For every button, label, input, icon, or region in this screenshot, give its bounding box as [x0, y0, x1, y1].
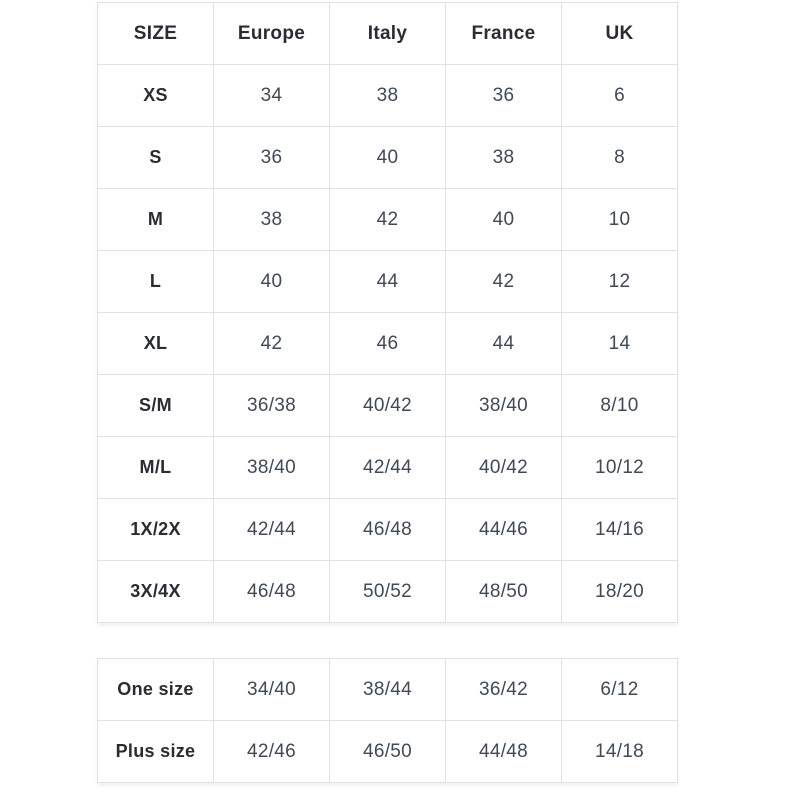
size-value-cell: 10/12 [561, 436, 678, 499]
size-label-cell: Plus size [97, 720, 214, 783]
column-header-france: France [445, 2, 562, 65]
table-row: S 36 40 38 8 [97, 126, 678, 189]
column-header-italy: Italy [329, 2, 446, 65]
size-value-cell: 14 [561, 312, 678, 375]
size-value-cell: 36 [445, 64, 562, 127]
size-value-cell: 12 [561, 250, 678, 313]
special-sizes-table: One size 34/40 38/44 36/42 6/12 Plus size 42/4… [97, 658, 678, 783]
size-value-cell: 38/40 [213, 436, 330, 499]
size-value-cell: 34/40 [213, 658, 330, 721]
size-value-cell: 40 [213, 250, 330, 313]
size-value-cell: 42/44 [213, 498, 330, 561]
table-row: One size 34/40 38/44 36/42 6/12 [97, 658, 678, 721]
size-value-cell: 40/42 [329, 374, 446, 437]
size-value-cell: 46/48 [329, 498, 446, 561]
size-value-cell: 44 [329, 250, 446, 313]
size-label-cell: M [97, 188, 214, 251]
table-row: XS 34 38 36 6 [97, 64, 678, 127]
size-value-cell: 6 [561, 64, 678, 127]
size-value-cell: 40/42 [445, 436, 562, 499]
size-value-cell: 50/52 [329, 560, 446, 623]
table-row: 1X/2X 42/44 46/48 44/46 14/16 [97, 498, 678, 561]
table-row: Plus size 42/46 46/50 44/48 14/18 [97, 720, 678, 783]
header-row: SIZE Europe Italy France UK [97, 2, 678, 65]
size-value-cell: 36/38 [213, 374, 330, 437]
size-value-cell: 38 [329, 64, 446, 127]
size-value-cell: 38/40 [445, 374, 562, 437]
column-header-uk: UK [561, 2, 678, 65]
size-value-cell: 40 [445, 188, 562, 251]
size-value-cell: 14/18 [561, 720, 678, 783]
size-value-cell: 46 [329, 312, 446, 375]
size-label-cell: M/L [97, 436, 214, 499]
size-value-cell: 46/50 [329, 720, 446, 783]
size-value-cell: 38/44 [329, 658, 446, 721]
size-chart-page: SIZE Europe Italy France UK XS 34 38 36 6 S 36… [97, 2, 678, 783]
table-row: L 40 44 42 12 [97, 250, 678, 313]
size-value-cell: 44/48 [445, 720, 562, 783]
table-row: XL 42 46 44 14 [97, 312, 678, 375]
size-value-cell: 36 [213, 126, 330, 189]
size-value-cell: 18/20 [561, 560, 678, 623]
table-row: M/L 38/40 42/44 40/42 10/12 [97, 436, 678, 499]
size-value-cell: 34 [213, 64, 330, 127]
size-label-cell: 1X/2X [97, 498, 214, 561]
size-value-cell: 8 [561, 126, 678, 189]
size-label-cell: One size [97, 658, 214, 721]
size-value-cell: 42 [213, 312, 330, 375]
column-header-size: SIZE [97, 2, 214, 65]
size-value-cell: 6/12 [561, 658, 678, 721]
size-value-cell: 48/50 [445, 560, 562, 623]
size-value-cell: 42 [445, 250, 562, 313]
size-label-cell: S [97, 126, 214, 189]
size-value-cell: 38 [213, 188, 330, 251]
size-value-cell: 42/44 [329, 436, 446, 499]
size-label-cell: 3X/4X [97, 560, 214, 623]
table-row: 3X/4X 46/48 50/52 48/50 18/20 [97, 560, 678, 623]
size-value-cell: 10 [561, 188, 678, 251]
size-label-cell: XL [97, 312, 214, 375]
size-value-cell: 38 [445, 126, 562, 189]
size-value-cell: 8/10 [561, 374, 678, 437]
size-conversion-table: SIZE Europe Italy France UK XS 34 38 36 6 S 36… [97, 2, 678, 623]
size-value-cell: 44/46 [445, 498, 562, 561]
size-value-cell: 14/16 [561, 498, 678, 561]
size-value-cell: 40 [329, 126, 446, 189]
size-value-cell: 36/42 [445, 658, 562, 721]
size-label-cell: L [97, 250, 214, 313]
size-value-cell: 42 [329, 188, 446, 251]
column-header-europe: Europe [213, 2, 330, 65]
size-label-cell: XS [97, 64, 214, 127]
table-row: M 38 42 40 10 [97, 188, 678, 251]
size-label-cell: S/M [97, 374, 214, 437]
size-value-cell: 42/46 [213, 720, 330, 783]
table-row: S/M 36/38 40/42 38/40 8/10 [97, 374, 678, 437]
size-value-cell: 44 [445, 312, 562, 375]
size-value-cell: 46/48 [213, 560, 330, 623]
